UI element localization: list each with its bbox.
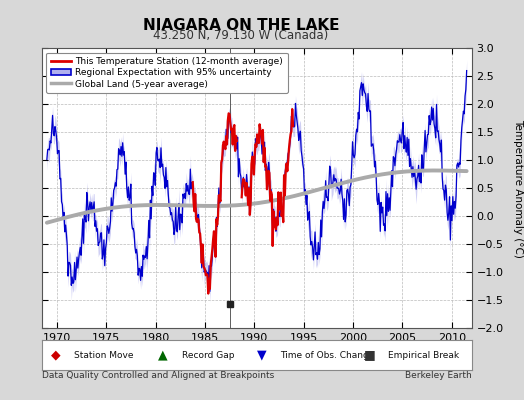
Text: ▼: ▼ <box>257 348 266 362</box>
Text: Data Quality Controlled and Aligned at Breakpoints: Data Quality Controlled and Aligned at B… <box>42 371 274 380</box>
Text: Berkeley Earth: Berkeley Earth <box>405 371 472 380</box>
Text: Time of Obs. Change: Time of Obs. Change <box>280 350 375 360</box>
Legend: This Temperature Station (12-month average), Regional Expectation with 95% uncer: This Temperature Station (12-month avera… <box>47 52 288 93</box>
Text: ◆: ◆ <box>50 348 60 362</box>
Text: NIAGARA ON THE LAKE: NIAGARA ON THE LAKE <box>143 18 340 34</box>
Text: ▲: ▲ <box>158 348 168 362</box>
Text: Empirical Break: Empirical Break <box>388 350 459 360</box>
Y-axis label: Temperature Anomaly (°C): Temperature Anomaly (°C) <box>513 118 523 258</box>
Text: Station Move: Station Move <box>74 350 134 360</box>
Text: 43.250 N, 79.130 W (Canada): 43.250 N, 79.130 W (Canada) <box>154 29 329 42</box>
Text: ■: ■ <box>364 348 376 362</box>
Text: Record Gap: Record Gap <box>181 350 234 360</box>
